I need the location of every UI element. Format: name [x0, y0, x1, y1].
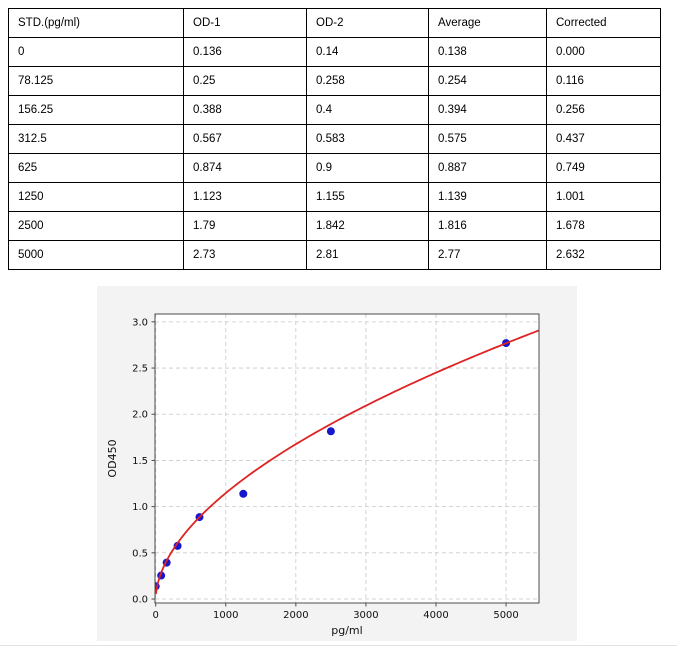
table-cell: 1.001: [546, 182, 661, 212]
table-row: 1250 1.123 1.155 1.139 1.001: [8, 182, 661, 212]
data-point: [173, 541, 182, 550]
y-tick-label: 2.5: [132, 364, 148, 375]
table-head: STD.(pg/ml) OD-1 OD-2 Average Corrected: [8, 8, 661, 38]
table-cell: 1.678: [546, 211, 661, 241]
table-cell: 2.632: [546, 240, 661, 270]
table-header-cell: Corrected: [546, 8, 661, 38]
table-cell: 0.388: [183, 95, 307, 125]
x-tick-label: 4000: [423, 610, 448, 621]
table-cell: 0.874: [183, 153, 307, 183]
table-cell: 0.136: [183, 37, 307, 67]
table-cell: 1250: [8, 182, 184, 212]
table-cell: 1.816: [428, 211, 547, 241]
table-cell: 0.394: [428, 95, 547, 125]
table-cell: 0.258: [306, 66, 429, 96]
table-row: 156.25 0.388 0.4 0.394 0.256: [8, 95, 661, 125]
y-tick-label: 1.5: [132, 456, 148, 467]
y-tick-label: 0.5: [132, 548, 148, 559]
table-cell: 0.887: [428, 153, 547, 183]
standard-curve-svg: 0 1000 2000 3000 4000 5000 0.0 0.5 1.0 1.5 2.0 2.5 3…: [97, 286, 577, 641]
table-row: 2500 1.79 1.842 1.816 1.678: [8, 211, 661, 241]
table-cell: 625: [8, 153, 184, 183]
table-cell: 0.000: [546, 37, 661, 67]
table-cell: 0: [8, 37, 184, 67]
table-cell: 1.842: [306, 211, 429, 241]
table-cell: 156.25: [8, 95, 184, 125]
data-point: [326, 427, 335, 436]
y-axis-label: OD450: [106, 439, 119, 477]
x-tick-label: 0: [153, 610, 159, 621]
table-cell: 0.9: [306, 153, 429, 183]
table-row: 0 0.136 0.14 0.138 0.000: [8, 37, 661, 67]
page-bottom-rule: [0, 645, 677, 646]
axes-spines: [154, 313, 540, 604]
table-cell: 0.25: [183, 66, 307, 96]
standards-table: STD.(pg/ml) OD-1 OD-2 Average Corrected 0 0.1…: [8, 8, 661, 270]
table-cell: 1.79: [183, 211, 307, 241]
table-row: 625 0.874 0.9 0.887 0.749: [8, 153, 661, 183]
table-cell: 1.139: [428, 182, 547, 212]
y-tick-label: 2.0: [132, 410, 148, 421]
table-row: 5000 2.73 2.81 2.77 2.632: [8, 240, 661, 270]
table-cell: 0.116: [546, 66, 661, 96]
table-cell: 2.77: [428, 240, 547, 270]
table-cell: 2500: [8, 211, 184, 241]
table-cell: 2.73: [183, 240, 307, 270]
fit-line: [155, 329, 540, 594]
table-cell: 1.123: [183, 182, 307, 212]
x-tick-label: 5000: [493, 610, 518, 621]
x-tick-label: 2000: [283, 610, 308, 621]
y-tick-label: 1.0: [132, 502, 148, 513]
table-cell: 1.155: [306, 182, 429, 212]
table-header-cell: STD.(pg/ml): [8, 8, 184, 38]
x-tick-label: 1000: [213, 610, 238, 621]
standard-curve-figure: 0 1000 2000 3000 4000 5000 0.0 0.5 1.0 1.5 2.0 2.5 3…: [97, 286, 577, 641]
table-cell: 0.14: [306, 37, 429, 67]
table-cell: 0.567: [183, 124, 307, 154]
table-cell: 0.437: [546, 124, 661, 154]
table-cell: 0.583: [306, 124, 429, 154]
table-cell: 2.81: [306, 240, 429, 270]
table-body: 0 0.136 0.14 0.138 0.000 78.125 0.25 0.258 0.254…: [8, 37, 661, 270]
x-tick-label: 3000: [353, 610, 378, 621]
table-header-cell: OD-1: [183, 8, 307, 38]
table-header-cell: Average: [428, 8, 547, 38]
table-header-row: STD.(pg/ml) OD-1 OD-2 Average Corrected: [8, 8, 661, 38]
plot-bg: [155, 314, 539, 603]
y-tick-label: 0.0: [132, 595, 148, 606]
y-tick-label: 3.0: [132, 317, 148, 328]
table-row: 312.5 0.567 0.583 0.575 0.437: [8, 124, 661, 154]
table-header-cell: OD-2: [306, 8, 429, 38]
table-cell: 0.138: [428, 37, 547, 67]
table-cell: 0.575: [428, 124, 547, 154]
table-cell: 0.4: [306, 95, 429, 125]
table-cell: 78.125: [8, 66, 184, 96]
table-cell: 0.256: [546, 95, 661, 125]
table-cell: 0.749: [546, 153, 661, 183]
table-cell: 312.5: [8, 124, 184, 154]
table-cell: 0.254: [428, 66, 547, 96]
table-row: 78.125 0.25 0.258 0.254 0.116: [8, 66, 661, 96]
data-point: [239, 489, 248, 498]
table-cell: 5000: [8, 240, 184, 270]
x-axis-label: pg/ml: [331, 624, 362, 637]
